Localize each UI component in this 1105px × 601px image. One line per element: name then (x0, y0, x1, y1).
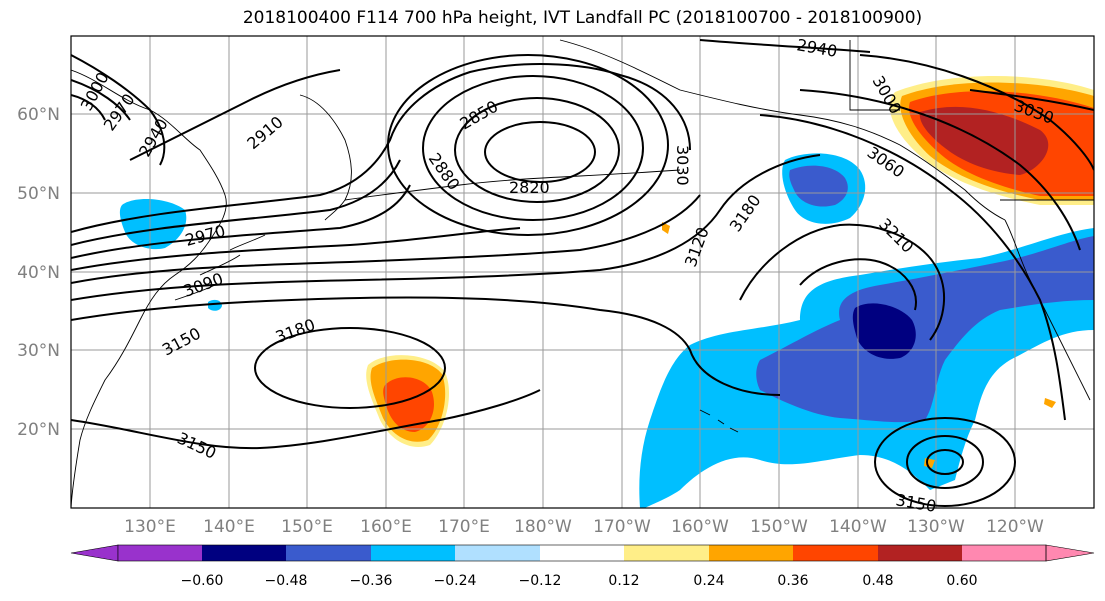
lon-label: 140°E (203, 517, 255, 537)
colorbar-tick-label: 0.48 (862, 573, 893, 589)
lat-label: 20°N (17, 420, 60, 440)
colorbar-segment (709, 545, 793, 561)
colorbar-extend-low (70, 544, 119, 562)
asia-coast (71, 69, 227, 508)
contour-3060 (71, 227, 521, 271)
colorbar-segment (793, 545, 878, 561)
colorbar-tick-label: 0.60 (946, 573, 977, 589)
hawaii (699, 409, 739, 433)
contour-3030-east (799, 89, 1081, 251)
colorbar-segment (202, 545, 286, 561)
contour-label: 3030 (673, 145, 692, 186)
contour-3000 (71, 159, 401, 246)
colorbar-segment (962, 545, 1046, 561)
contour-3000-east (859, 54, 1094, 171)
contour-2820 (484, 121, 596, 183)
colorbar-tick-label: −0.48 (265, 573, 308, 589)
contour-ring (926, 449, 964, 475)
contour-3030-ne (969, 89, 1094, 111)
lon-label: 180°W (514, 517, 572, 537)
contour-2940-north (699, 39, 871, 53)
lon-label: 150°E (281, 517, 333, 537)
contour-3060-east (759, 114, 1066, 421)
lon-label: 160°W (671, 517, 729, 537)
latitude-labels: 60°N 50°N 40°N 30°N 20°N (17, 105, 60, 440)
colorbar-extend-high (1045, 544, 1095, 562)
colorbar-tick-label: −0.60 (181, 573, 224, 589)
shade-pos-strong (383, 377, 435, 432)
lon-label: 150°W (750, 517, 808, 537)
contour-2880 (422, 75, 644, 221)
contour-3120 (71, 154, 821, 301)
shade-pos-mid (662, 222, 670, 234)
colorbar: −0.60 −0.48 −0.36 −0.24 −0.12 0.12 0.24 … (70, 544, 1095, 589)
colorbar-segment (118, 545, 202, 561)
shade-neg-strong (852, 303, 916, 359)
contour-2970-west (71, 79, 131, 121)
colorbar-segment (371, 545, 455, 561)
lon-label: 160°E (360, 517, 412, 537)
lon-label: 130°W (907, 517, 965, 537)
coastlines (71, 39, 1094, 508)
contour-ring (874, 417, 1016, 507)
colorbar-tick-label: −0.24 (434, 573, 477, 589)
contour-2850 (454, 97, 620, 203)
height-contours (71, 39, 1094, 507)
shade-neg-mid (756, 236, 1094, 423)
lat-label: 60°N (17, 105, 60, 125)
lon-label: 140°W (829, 517, 887, 537)
map-frame (70, 35, 1095, 509)
lat-label: 30°N (17, 341, 60, 361)
alaska-coast (559, 39, 1006, 221)
contour-ring (906, 435, 984, 489)
colorbar-tick-label: −0.36 (350, 573, 393, 589)
contour-2970 (71, 63, 691, 233)
colorbar-segment (286, 545, 371, 561)
longitude-labels: 130°E 140°E 150°E 160°E 170°E 180°W 170°… (124, 517, 1044, 537)
lat-label: 40°N (17, 263, 60, 283)
colorbar-segment (455, 545, 540, 561)
shade-pos-mid (1044, 398, 1056, 408)
shade-neg-weak (119, 198, 187, 250)
contour-3180 (739, 223, 946, 341)
na-west-coast (1004, 219, 1091, 401)
colorbar-tick-label: 0.36 (777, 573, 808, 589)
colorbar-tick-label: −0.12 (519, 573, 562, 589)
contour-label: 2820 (509, 178, 550, 197)
contour-3180-high (254, 327, 446, 409)
lon-label: 130°E (124, 517, 176, 537)
figure-title: 2018100400 F114 700 hPa height, IVT Land… (242, 8, 923, 28)
colorbar-tick-label: 0.12 (608, 573, 639, 589)
contour-3150 (71, 296, 781, 396)
contour-3000-west (71, 94, 106, 121)
japan-coast (174, 234, 266, 301)
canada-border (849, 40, 1094, 201)
colorbar-tick-label: 0.24 (693, 573, 724, 589)
shade-neg-mid (789, 165, 848, 207)
contour-3150-south (71, 389, 541, 450)
colorbar-segment (540, 545, 624, 561)
colorbar-segment (624, 545, 709, 561)
lon-label: 120°W (986, 517, 1044, 537)
ivt-shading (119, 76, 1094, 508)
colorbar-segment (878, 545, 962, 561)
contour-3030 (71, 184, 411, 259)
lon-label: 170°W (593, 517, 651, 537)
contour-2940-west (71, 54, 166, 166)
lat-label: 50°N (17, 184, 60, 204)
shade-neg-weak (208, 299, 222, 311)
lon-label: 170°E (438, 517, 490, 537)
contour-3210 (799, 258, 917, 311)
kamchatka-coast (299, 94, 352, 221)
contour-3090 (71, 194, 701, 284)
contour-2910-west (129, 69, 341, 161)
